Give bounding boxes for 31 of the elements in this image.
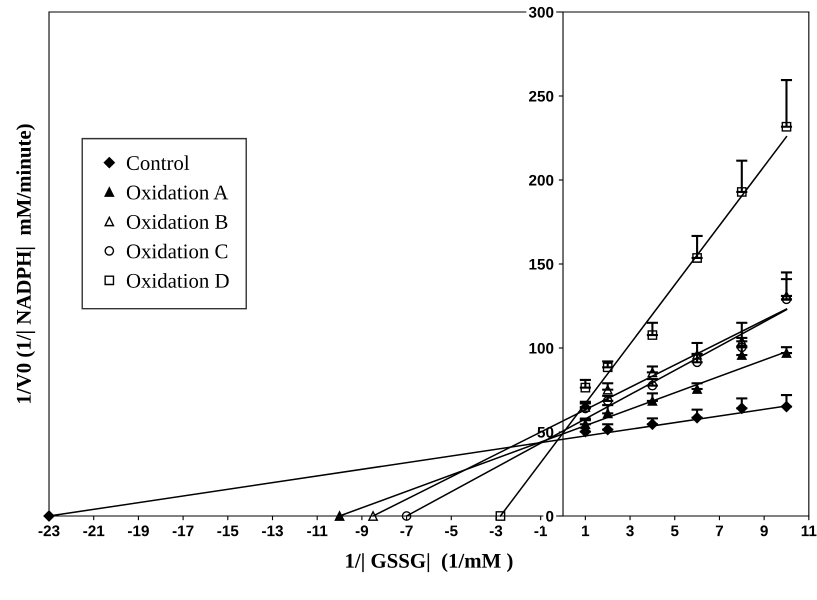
y-tick-label: 150 [529, 258, 554, 270]
x-tick-label: -19 [128, 525, 149, 536]
x-tick-label: -23 [38, 525, 60, 536]
x-tick-label: -11 [307, 526, 328, 536]
x-tick-label: 3 [626, 525, 634, 536]
x-tick-label: -5 [445, 526, 458, 536]
legend-label: Oxidation B [126, 214, 228, 229]
x-tick-label: 1 [582, 526, 590, 536]
y-tick-label: 300 [528, 6, 554, 18]
x-axis-title: 1/| GSSG| (1/mM ) [346, 553, 512, 572]
y-tick-label: 0 [546, 510, 554, 522]
x-tick-label: -21 [83, 525, 104, 536]
x-tick-label: 5 [670, 526, 679, 536]
legend-label: Oxidation D [126, 273, 229, 288]
x-tick-label: 11 [802, 526, 816, 536]
x-tick-label: -15 [217, 526, 238, 536]
x-tick-label: 9 [760, 525, 768, 536]
legend-label: Control [126, 155, 190, 170]
x-tick-label: -3 [490, 525, 502, 536]
y-tick-label: 100 [529, 342, 554, 354]
x-tick-label: -7 [400, 526, 413, 536]
y-tick-label: 200 [529, 174, 554, 186]
x-tick-label: -13 [262, 525, 283, 536]
legend-label: Oxidation A [126, 184, 228, 200]
x-tick-label: -17 [172, 526, 194, 536]
y-tick-label: 250 [529, 90, 554, 102]
legend-label: Oxidation C [126, 244, 228, 258]
x-tick-label: -1 [534, 526, 548, 536]
x-tick-label: 7 [716, 526, 724, 536]
x-tick-label: -9 [356, 525, 368, 536]
y-axis-title: 1/V0 (1/| NADPH| mM/minute) [16, 124, 36, 403]
